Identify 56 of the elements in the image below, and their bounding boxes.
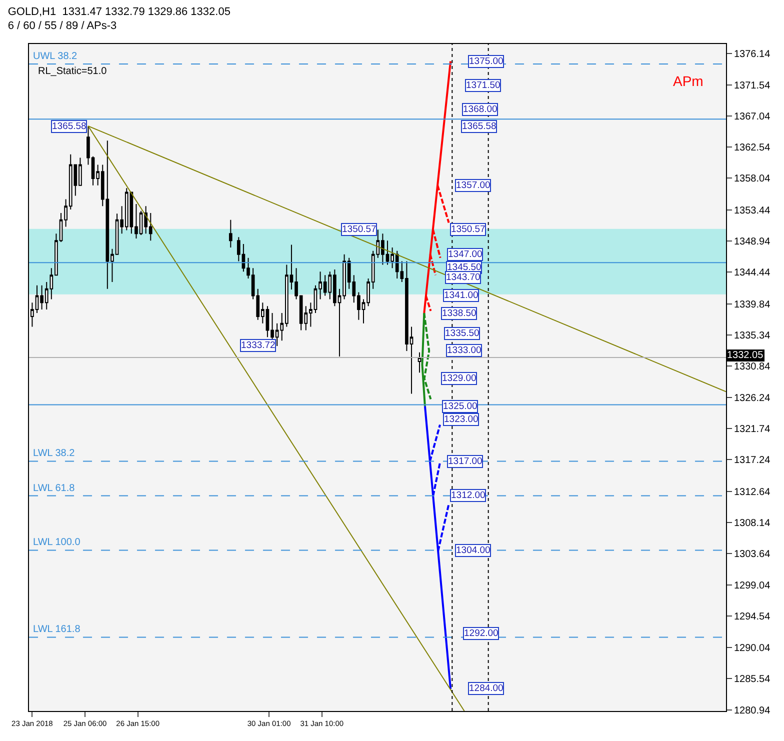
y-tick-label: 1312.64 <box>734 486 771 498</box>
y-tick-label: 1339.84 <box>734 299 771 310</box>
annotation: 1338.50 <box>442 308 476 319</box>
annotation: 1335.50 <box>445 328 480 339</box>
annotation: 1343.70 <box>446 272 480 283</box>
annotation: 1325.00 <box>443 401 478 412</box>
annotation: 1357.00 <box>456 180 490 191</box>
annotation: 1347.00 <box>448 249 482 260</box>
y-tick-label: 1371.54 <box>734 80 771 92</box>
y-tick-label: 1294.54 <box>734 612 771 623</box>
y-tick-label: 1290.04 <box>734 642 771 654</box>
annotation: 1312.00 <box>451 490 486 501</box>
ref-line-label: LWL 61.8 <box>33 483 76 494</box>
annotation: 1333.00 <box>447 345 482 356</box>
y-tick-label: 1335.34 <box>734 330 771 342</box>
annotation: 1375.00 <box>469 56 504 67</box>
ref-line-label: LWL 38.2 <box>33 448 76 459</box>
y-tick-label: 1376.14 <box>734 48 771 60</box>
annotation: 1350.57 <box>451 224 486 235</box>
y-tick-label: 1367.04 <box>734 112 771 123</box>
y-tick-label: 1358.04 <box>734 174 771 185</box>
y-tick-label: 1348.94 <box>734 236 771 248</box>
y-tick-label: 1317.24 <box>734 455 771 466</box>
y-tick-label: 1353.44 <box>734 205 771 216</box>
annotation: 1323.00 <box>444 414 478 425</box>
annotation: RL_Static=51.0 <box>38 66 108 77</box>
y-tick-label: 1326.24 <box>734 393 771 404</box>
y-tick-label: 1330.84 <box>734 361 771 372</box>
y-tick-label: 1362.54 <box>734 142 771 154</box>
y-tick-label: 1303.64 <box>734 548 771 560</box>
annotation: 1329.00 <box>442 373 476 384</box>
ref-line-label: LWL 161.8 <box>33 624 81 635</box>
y-tick-label: 1280.94 <box>734 706 771 717</box>
ref-line-label: UWL 38.2 <box>33 51 78 62</box>
ref-line-label: 1332.05 <box>727 350 764 361</box>
annotation: 1368.00 <box>463 104 498 115</box>
ref-line-label: LWL 100.0 <box>33 537 81 548</box>
chart-title: GOLD,H1 1331.47 1332.79 1329.86 1332.05 <box>8 6 230 18</box>
y-tick-label: 1308.14 <box>734 518 771 529</box>
annotation: APm <box>673 73 704 89</box>
annotation: 1317.00 <box>448 456 482 467</box>
annotation: 1333.72 <box>241 340 276 351</box>
chart-subtitle: 6 / 60 / 55 / 89 / APs-3 <box>8 20 117 32</box>
y-tick-label: 1321.74 <box>734 424 771 436</box>
annotation: 1371.50 <box>466 80 500 91</box>
annotation: 1341.00 <box>444 290 478 301</box>
annotation: 1365.58 <box>52 121 86 132</box>
annotation: 1350.57 <box>342 224 376 235</box>
annotation: 1284.00 <box>469 683 504 694</box>
annotation: 1304.00 <box>456 545 490 556</box>
y-tick-label: 1285.54 <box>734 674 771 685</box>
annotation: 1345.50 <box>447 262 482 273</box>
annotation: 1292.00 <box>464 628 498 639</box>
y-tick-label: 1344.44 <box>734 268 771 279</box>
annotation: 1365.58 <box>462 121 496 132</box>
y-tick-label: 1299.04 <box>734 580 771 592</box>
